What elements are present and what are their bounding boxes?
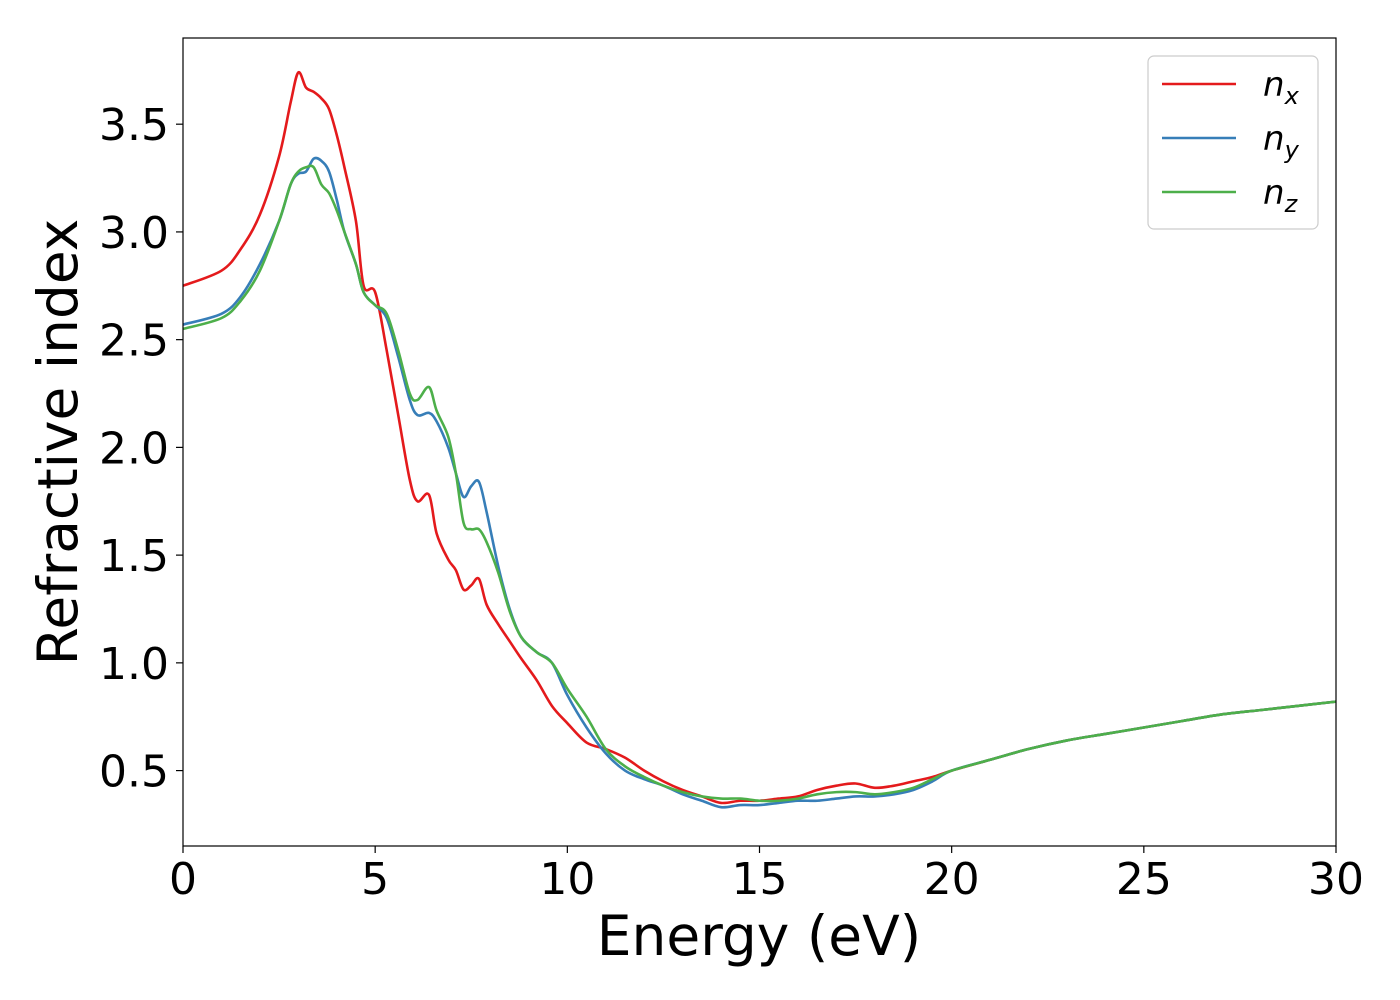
legend-label-base: n: [1263, 173, 1285, 213]
y-tick-label: 1.5: [99, 531, 169, 582]
legend-label-y: ny: [1263, 119, 1300, 164]
y-axis-ticks: 0.5 1.0 1.5 2.0 2.5 3.0 3.5: [99, 100, 183, 798]
legend-label-subscript: x: [1284, 82, 1300, 110]
x-axis-label: Energy (eV): [597, 904, 921, 968]
y-tick-label: 3.5: [99, 100, 169, 151]
y-tick-label: 0.5: [99, 747, 169, 798]
legend-box: [1147, 55, 1319, 230]
y-tick-label: 3.0: [99, 208, 169, 259]
y-tick-label: 2.0: [99, 423, 169, 474]
x-tick-label: 25: [1116, 854, 1172, 905]
legend-label-subscript: y: [1284, 136, 1300, 164]
x-tick-label: 30: [1308, 854, 1364, 905]
legend-label-base: n: [1263, 65, 1285, 105]
legend-label-x: nx: [1263, 65, 1300, 110]
y-tick-label: 1.0: [99, 639, 169, 690]
series-line-z: [182, 164, 1337, 803]
x-axis-ticks: 0 5 10 15 20 25 30: [169, 846, 1364, 905]
legend-label-base: n: [1263, 119, 1285, 159]
x-tick-label: 15: [732, 854, 788, 905]
x-tick-label: 10: [539, 854, 595, 905]
x-tick-label: 20: [924, 854, 980, 905]
y-axis-label: Refractive index: [26, 219, 90, 666]
series-layer: [182, 70, 1337, 809]
legend-label-subscript: z: [1284, 190, 1299, 218]
x-tick-label: 5: [361, 854, 389, 905]
x-tick-label: 0: [169, 854, 197, 905]
plot-area: [182, 37, 1337, 847]
y-tick-label: 2.5: [99, 316, 169, 367]
legend-label-z: nz: [1263, 173, 1299, 218]
